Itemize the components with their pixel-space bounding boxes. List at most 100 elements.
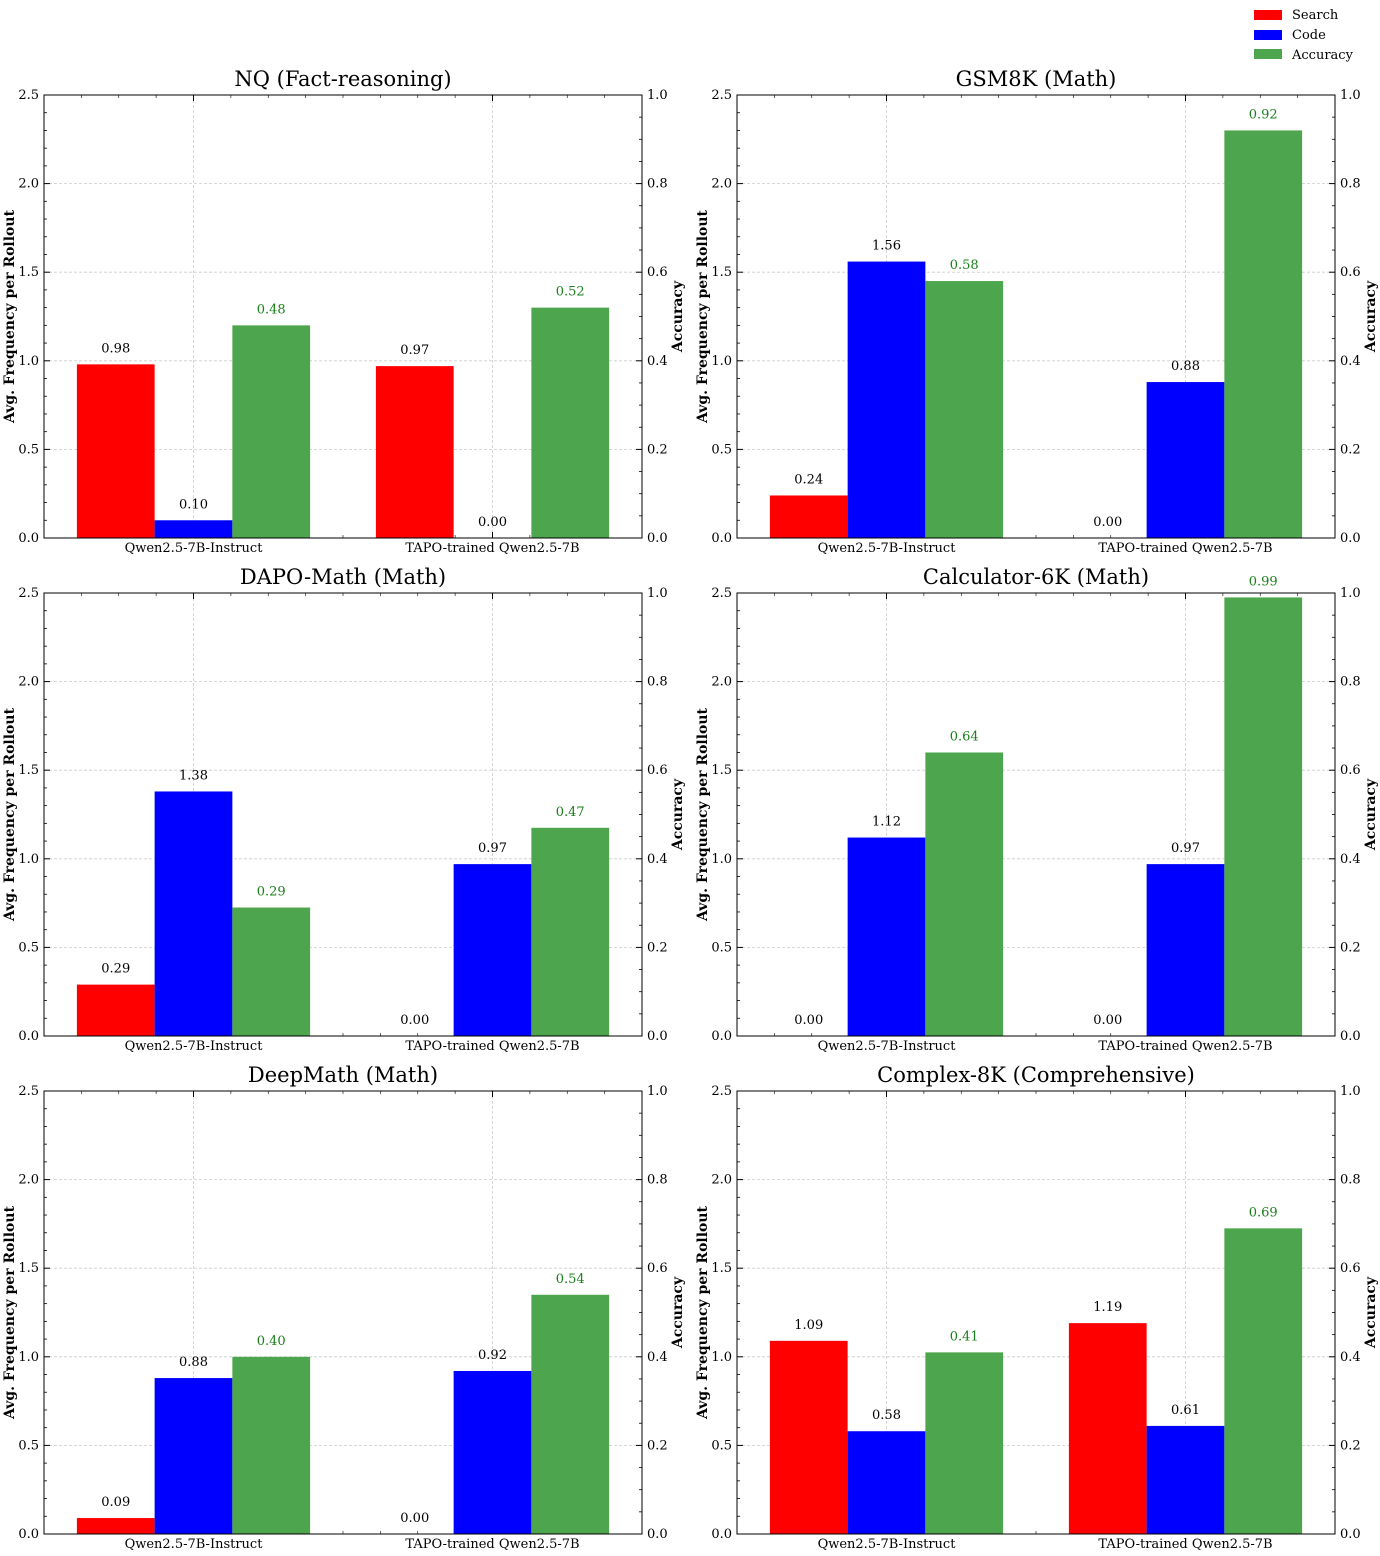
y2-tick-label: 0.0 <box>647 1527 668 1542</box>
y2-tick-label: 0.2 <box>1340 940 1361 955</box>
y-tick-label: 0.5 <box>711 442 732 457</box>
data-label-code: 0.00 <box>478 515 507 530</box>
y-tick-label: 2.0 <box>18 1173 39 1188</box>
y2-tick-label: 1.0 <box>1340 88 1361 103</box>
bar-accuracy-tapo-trained-qwen2-5-7b <box>531 307 610 538</box>
bar-search-qwen2-5-7b-instruct <box>769 495 848 538</box>
x-tick-label: Qwen2.5-7B-Instruct <box>818 541 957 556</box>
y-tick-label: 0.5 <box>711 940 732 955</box>
y2-axis-label: Accuracy <box>670 280 686 353</box>
chart-deepmath-math: 0.0 0.5 1.0 1.5 2.0 2.5 0.0 0.2 0.4 0.6 0.8 1.0 Qwen… <box>2 1063 686 1552</box>
data-label-search: 0.29 <box>101 962 130 977</box>
y-tick-label: 1.0 <box>711 852 732 867</box>
bar-search-qwen2-5-7b-instruct <box>76 984 155 1036</box>
legend-swatch-search <box>1254 10 1282 20</box>
data-label-accuracy: 0.29 <box>257 885 286 900</box>
y2-tick-label: 0.4 <box>647 1350 668 1365</box>
data-label-accuracy: 0.47 <box>556 805 585 820</box>
y2-axis-label: Accuracy <box>1363 778 1379 851</box>
x-tick-label: TAPO-trained Qwen2.5-7B <box>405 1537 579 1552</box>
y2-tick-label: 0.6 <box>1340 763 1361 778</box>
y-tick-label: 0.0 <box>18 531 39 546</box>
data-label-accuracy: 0.41 <box>950 1329 979 1344</box>
bar-code-qwen2-5-7b-instruct <box>847 1431 926 1534</box>
y-tick-label: 0.0 <box>18 1029 39 1044</box>
bar-accuracy-qwen2-5-7b-instruct <box>232 1356 311 1534</box>
y-tick-label: 1.5 <box>18 1261 39 1276</box>
y2-tick-label: 0.6 <box>1340 265 1361 280</box>
y2-tick-label: 0.8 <box>647 177 668 192</box>
y-tick-label: 2.0 <box>711 177 732 192</box>
y-axis-label: Avg. Frequency per Rollout <box>2 1205 18 1420</box>
data-label-code: 0.88 <box>1171 359 1200 374</box>
y-tick-label: 1.5 <box>711 1261 732 1276</box>
legend-swatch-accuracy <box>1254 49 1282 59</box>
bar-search-qwen2-5-7b-instruct <box>76 364 155 538</box>
y2-tick-label: 0.2 <box>1340 442 1361 457</box>
data-label-search: 0.97 <box>400 343 429 358</box>
y-tick-label: 0.5 <box>18 442 39 457</box>
bar-accuracy-qwen2-5-7b-instruct <box>925 1352 1004 1534</box>
x-tick-label: Qwen2.5-7B-Instruct <box>818 1537 957 1552</box>
y-tick-label: 0.0 <box>711 1527 732 1542</box>
y-tick-label: 2.5 <box>711 88 732 103</box>
data-label-accuracy: 0.69 <box>1249 1205 1278 1220</box>
bar-accuracy-qwen2-5-7b-instruct <box>925 281 1004 538</box>
x-tick-label: Qwen2.5-7B-Instruct <box>125 1537 264 1552</box>
bar-search-tapo-trained-qwen2-5-7b <box>375 366 454 538</box>
data-label-code: 0.88 <box>179 1355 208 1370</box>
y-tick-label: 1.0 <box>18 852 39 867</box>
data-label-accuracy: 0.64 <box>950 729 979 744</box>
y-tick-label: 2.0 <box>711 675 732 690</box>
bar-accuracy-qwen2-5-7b-instruct <box>232 325 311 538</box>
data-label-search: 0.24 <box>794 472 823 487</box>
y2-tick-label: 0.6 <box>647 1261 668 1276</box>
data-label-code: 0.58 <box>872 1408 901 1423</box>
y-tick-label: 1.0 <box>18 354 39 369</box>
bar-search-tapo-trained-qwen2-5-7b <box>1068 1323 1147 1534</box>
bar-code-qwen2-5-7b-instruct <box>847 837 926 1036</box>
bar-accuracy-qwen2-5-7b-instruct <box>925 752 1004 1036</box>
legend-label-search: Search <box>1292 8 1339 23</box>
y2-axis-label: Accuracy <box>670 1276 686 1349</box>
chart-gsm8k-math: 0.0 0.5 1.0 1.5 2.0 2.5 0.0 0.2 0.4 0.6 0.8 1.0 Qwen… <box>695 67 1379 556</box>
y2-axis-label: Accuracy <box>1363 280 1379 353</box>
y-axis-label: Avg. Frequency per Rollout <box>695 209 711 424</box>
y2-axis-label: Accuracy <box>670 778 686 851</box>
bar-accuracy-qwen2-5-7b-instruct <box>232 907 311 1036</box>
y2-tick-label: 0.0 <box>647 531 668 546</box>
x-tick-label: TAPO-trained Qwen2.5-7B <box>405 541 579 556</box>
y-tick-label: 0.5 <box>18 1438 39 1453</box>
y2-tick-label: 0.4 <box>1340 354 1361 369</box>
data-label-code: 0.97 <box>1171 841 1200 856</box>
y2-tick-label: 0.4 <box>1340 1350 1361 1365</box>
chart-title: Calculator-6K (Math) <box>923 565 1149 589</box>
data-label-code: 0.92 <box>478 1348 507 1363</box>
y-tick-label: 1.0 <box>711 1350 732 1365</box>
y-axis-label: Avg. Frequency per Rollout <box>2 707 18 922</box>
data-label-code: 0.61 <box>1171 1403 1200 1418</box>
y-tick-label: 0.0 <box>711 1029 732 1044</box>
y2-tick-label: 0.8 <box>1340 675 1361 690</box>
y-tick-label: 0.0 <box>711 531 732 546</box>
y2-tick-label: 0.2 <box>647 940 668 955</box>
bar-accuracy-tapo-trained-qwen2-5-7b <box>1224 1228 1303 1534</box>
plot-frame <box>43 94 643 539</box>
legend-swatch-code <box>1254 30 1282 40</box>
plot-frame <box>736 1090 1336 1535</box>
bar-code-qwen2-5-7b-instruct <box>847 261 926 538</box>
y-tick-label: 1.5 <box>18 265 39 280</box>
bar-code-qwen2-5-7b-instruct <box>154 1378 233 1534</box>
data-label-accuracy: 0.92 <box>1249 107 1278 122</box>
y2-tick-label: 1.0 <box>1340 1084 1361 1099</box>
chart-nq-fact-reasoning: 0.0 0.5 1.0 1.5 2.0 2.5 0.0 0.2 0.4 0.6 0.8 1.0 Qwen… <box>2 67 686 556</box>
chart-title: DeepMath (Math) <box>248 1063 438 1087</box>
data-label-accuracy: 0.54 <box>556 1272 585 1287</box>
legend-label-accuracy: Accuracy <box>1291 48 1354 63</box>
data-label-search: 1.19 <box>1093 1300 1122 1315</box>
plot-frame <box>736 592 1336 1037</box>
bar-accuracy-tapo-trained-qwen2-5-7b <box>1224 597 1303 1036</box>
y2-tick-label: 1.0 <box>647 1084 668 1099</box>
plot-frame <box>736 94 1336 539</box>
